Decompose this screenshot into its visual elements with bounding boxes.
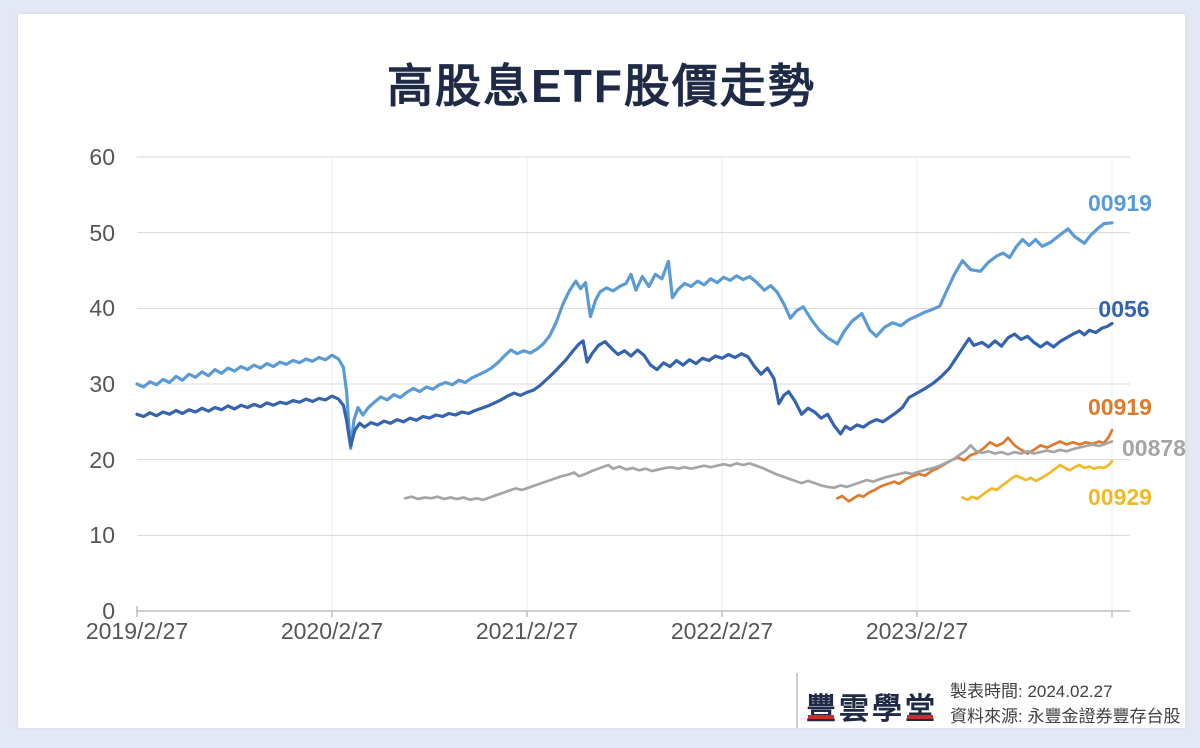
y-tick-label: 40 [89,295,115,322]
logo-accent-right [907,715,933,719]
series-label-etf-00929: 00929 [1088,484,1152,511]
x-tick-label: 2021/2/27 [475,618,579,644]
y-tick-label: 50 [89,219,115,246]
series-line-etf-0056 [135,321,1114,448]
y-tick-label: 30 [89,371,115,397]
logo-accent-left [808,715,834,719]
series-label-etf-00878: 00878 [1122,434,1186,461]
series-label-etf-00919-light: 00919 [1088,189,1152,216]
x-tick-label: 2020/2/27 [280,618,384,644]
series-line-etf-00929 [961,459,1114,502]
data-source-label: 資料來源: 永豐金證券豐存台股 [950,707,1181,726]
footer-divider [796,673,798,728]
made-time-label: 製表時間: 2024.02.27 [950,682,1113,701]
y-tick-label: 10 [89,522,115,549]
series-line-etf-00919-light [135,221,1114,450]
x-tick-label: 2022/2/27 [670,618,774,644]
x-tick-label: 2023/2/27 [865,618,969,644]
chart-title: 高股息ETF股價走勢 [387,60,816,112]
brand-logo: 豐雲學堂 [806,693,938,726]
series-line-etf-00878 [403,440,1114,502]
y-tick-label: 0 [102,598,115,624]
series-label-etf-00919-orange: 00919 [1088,394,1152,421]
x-tick-label: 2019/2/27 [85,618,189,644]
footer-info: 製表時間: 2024.02.27 資料來源: 永豐金證券豐存台股 [950,679,1180,729]
series-label-etf-0056: 0056 [1098,296,1150,323]
y-tick-label: 60 [89,144,115,170]
y-tick-label: 20 [89,446,115,473]
series-line-etf-00919-orange [836,428,1114,503]
